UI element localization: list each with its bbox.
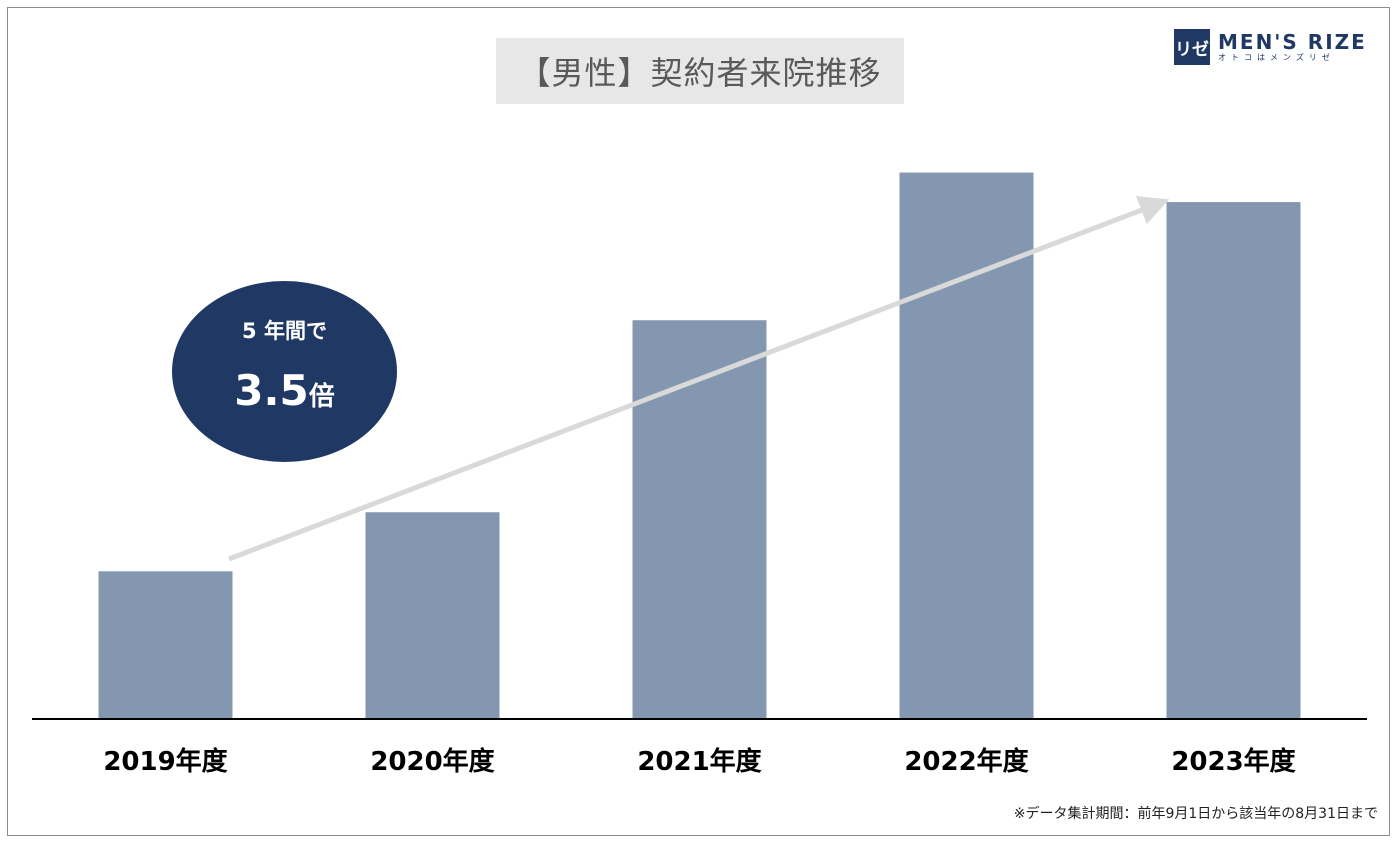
- callout-multiplier: 3.5倍: [172, 366, 397, 415]
- growth-callout: 5 年間で 3.5倍: [172, 281, 397, 462]
- chart-title-box: 【男性】契約者来院推移: [496, 38, 904, 104]
- x-tick-label: 2022年度: [904, 746, 1028, 777]
- x-tick-label: 2019年度: [103, 746, 227, 777]
- brand-logo: リゼ MEN'S RIZE オトコはメンズリゼ: [1174, 29, 1367, 65]
- bar-2021年度: [632, 320, 767, 719]
- logo-wordmark: MEN'S RIZE オトコはメンズリゼ: [1218, 31, 1367, 63]
- bar-2023年度: [1166, 202, 1301, 720]
- logo-sub-text: オトコはメンズリゼ: [1218, 53, 1335, 62]
- logo-main-text: MEN'S RIZE: [1218, 30, 1367, 54]
- trend-arrow: [228, 196, 1170, 562]
- x-tick-label: 2020年度: [370, 746, 494, 777]
- bar-2020年度: [365, 512, 500, 719]
- bar-2022年度: [899, 172, 1034, 720]
- x-tick-label: 2023年度: [1171, 746, 1295, 777]
- callout-unit: 倍: [308, 382, 335, 412]
- logo-mark: リゼ: [1174, 29, 1210, 65]
- chart-title: 【男性】契約者来院推移: [518, 54, 882, 92]
- footnote: ※データ集計期間：前年9月1日から該当年の8月31日まで: [1013, 806, 1378, 822]
- callout-value: 3.5: [234, 366, 309, 415]
- x-tick-label: 2021年度: [637, 746, 761, 777]
- bar-2019年度: [98, 571, 233, 719]
- callout-period: 5 年間で: [242, 319, 327, 343]
